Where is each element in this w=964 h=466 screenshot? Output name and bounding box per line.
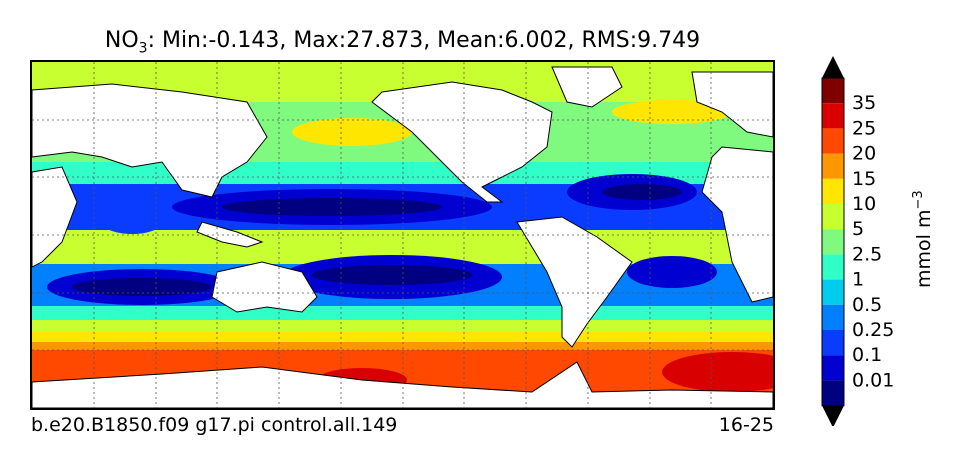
colorbar-swatch xyxy=(822,128,844,154)
colorbar-tick-label: 10 xyxy=(852,193,876,215)
land-north-america xyxy=(371,81,553,203)
land-africa-west-part xyxy=(701,146,773,303)
colorbar-outline xyxy=(821,77,845,407)
colorbar-swatch xyxy=(822,380,844,406)
land-eurasia xyxy=(32,83,268,198)
north-pacific-core xyxy=(222,198,442,216)
colorbar-swatch xyxy=(822,103,844,129)
units-text: mmol m−3 xyxy=(911,190,935,288)
colorbar-tick-label: 2.5 xyxy=(852,243,882,265)
colorbar-swatch xyxy=(822,330,844,356)
colorbar-swatch xyxy=(822,178,844,204)
band-southern-15 xyxy=(32,342,773,350)
band-southern-5 xyxy=(32,320,773,332)
colorbar-extend-min xyxy=(822,405,844,426)
south-atlantic-gyre xyxy=(627,256,717,288)
colorbar-tick-label: 15 xyxy=(852,168,876,190)
north-pacific-high xyxy=(292,118,412,146)
band-southern-mid xyxy=(32,306,773,320)
colorbar-tick-label: 20 xyxy=(852,143,876,165)
south-pacific-core xyxy=(312,265,472,285)
colorbar-tick-label: 0.5 xyxy=(852,294,882,316)
indian-core xyxy=(72,278,212,296)
colorbar-tick-label: 5 xyxy=(852,218,864,240)
arabian-sea xyxy=(92,190,172,234)
colorbar-extend-max xyxy=(822,56,844,78)
colorbar-swatch xyxy=(822,229,844,255)
land-greenland xyxy=(551,66,623,108)
case-name-label: b.e20.B1850.f09 g17.pi control.all.149 xyxy=(31,414,398,436)
colorbar-swatch xyxy=(822,78,844,104)
colorbar-units-label: mmol m−3 xyxy=(911,190,935,288)
colorbar-swatch xyxy=(822,254,844,280)
nordic-high xyxy=(612,100,732,124)
band-southern-10 xyxy=(32,332,773,342)
ocean-field-map xyxy=(32,62,773,408)
colorbar-tick-label: 0.1 xyxy=(852,344,882,366)
land-masses xyxy=(32,66,773,408)
graticule xyxy=(32,62,773,408)
colorbar-tick-label: 25 xyxy=(852,117,876,139)
map-panel xyxy=(30,60,775,410)
colorbar-swatch xyxy=(822,304,844,330)
colorbar-tick-label: 0.01 xyxy=(852,369,894,391)
north-atlantic-core xyxy=(602,184,682,200)
colorbar-tick-label: 1 xyxy=(852,269,864,291)
antarctic-max-east xyxy=(662,352,773,392)
colorbar-tick-label: 35 xyxy=(852,92,876,114)
year-range-label: 16-25 xyxy=(718,414,774,436)
colorbar: 35 25 20 15 10 5 2.5 1 0.5 0.25 0.1 0.01 xyxy=(821,56,894,426)
chart-title: NO3: Min:-0.143, Max:27.873, Mean:6.002,… xyxy=(104,28,701,57)
colorbar-tick-label: 0.25 xyxy=(852,319,894,341)
land-south-america xyxy=(516,216,633,348)
colorbar-swatch xyxy=(822,153,844,179)
land-europe-north xyxy=(691,71,773,138)
land-indonesia xyxy=(196,221,264,248)
land-australia xyxy=(211,261,318,313)
colorbar-swatch xyxy=(822,355,844,381)
colorbar-swatch xyxy=(822,204,844,230)
land-africa-east-part xyxy=(32,166,78,268)
colorbar-swatch xyxy=(822,279,844,305)
